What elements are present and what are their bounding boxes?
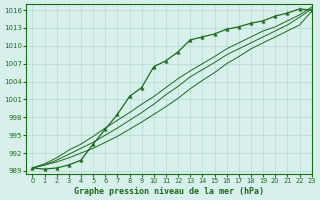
X-axis label: Graphe pression niveau de la mer (hPa): Graphe pression niveau de la mer (hPa) xyxy=(74,187,264,196)
